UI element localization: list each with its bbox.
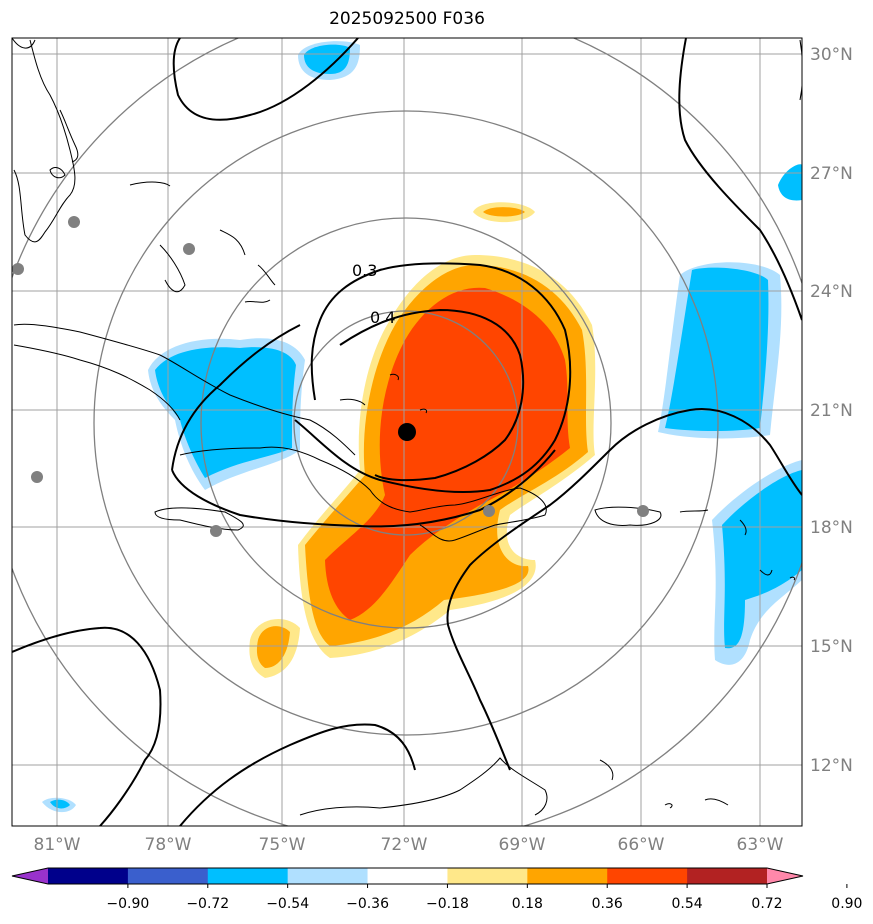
colorbar-extend-high — [767, 868, 803, 884]
latitude-labels: 30°N 27°N 24°N 21°N 18°N 15°N 12°N — [810, 45, 853, 776]
lat-label: 15°N — [810, 637, 853, 657]
lon-label: 75°W — [259, 835, 306, 855]
blue-field-north — [298, 41, 360, 80]
map-frame — [11, 37, 803, 827]
colorbar-tick-labels: −0.90 −0.72 −0.54 −0.36 −0.18 0.18 0.36 0.54 0.7… — [106, 884, 862, 912]
blue-field-southeast — [712, 460, 802, 665]
lon-label: 66°W — [618, 835, 665, 855]
colorbar-segment — [48, 868, 129, 884]
colorbar-extend-low — [12, 868, 48, 884]
lat-label: 27°N — [810, 164, 853, 184]
colorbar-tick-label: −0.36 — [346, 896, 389, 912]
lat-label: 21°N — [810, 401, 853, 421]
colorbar — [11, 867, 804, 885]
colorbar-tick-label: −0.18 — [426, 896, 469, 912]
colorbar-tick-label: 0.36 — [592, 896, 623, 912]
lon-label: 78°W — [145, 835, 192, 855]
lat-label: 24°N — [810, 282, 853, 302]
warm-field-small — [249, 618, 300, 678]
lon-label: 69°W — [499, 835, 546, 855]
colorbar-tick-label: 0.90 — [831, 896, 862, 912]
blue-field-east — [658, 262, 782, 439]
colorbar-tick-label: 0.54 — [672, 896, 703, 912]
lat-label: 18°N — [810, 518, 853, 538]
blue-field-cuba-region — [148, 338, 305, 490]
colorbar-segment — [367, 868, 448, 884]
map-title: 2025092500 F036 — [329, 9, 485, 29]
lat-label: 30°N — [810, 45, 853, 65]
lon-label: 63°W — [737, 835, 784, 855]
colorbar-segment — [447, 868, 528, 884]
colorbar-segment — [287, 868, 369, 884]
colorbar-segment — [527, 868, 608, 884]
graticule — [12, 38, 802, 826]
colorbar-outline — [11, 867, 804, 885]
contour-lines — [12, 38, 802, 826]
contour-label-0-4: 0.4 — [370, 308, 395, 327]
coastlines — [12, 38, 802, 816]
colorbar-segment — [207, 868, 289, 884]
station-dots — [12, 216, 649, 537]
lon-label: 81°W — [34, 835, 81, 855]
lon-label: 72°W — [381, 835, 428, 855]
contour-label-0-3: 0.3 — [352, 261, 377, 280]
colorbar-segment — [127, 868, 209, 884]
colorbar-tick-label: −0.72 — [186, 896, 229, 912]
lat-label: 12°N — [810, 756, 853, 776]
colorbar-segment — [607, 868, 688, 884]
storm-center-marker — [398, 423, 416, 441]
colorbar-tick-label: 0.72 — [751, 896, 782, 912]
colorbar-segment — [687, 868, 768, 884]
colorbar-tick-label: 0.18 — [512, 896, 543, 912]
colorbar-tick-label: −0.90 — [106, 896, 149, 912]
longitude-labels: 81°W 78°W 75°W 72°W 69°W 66°W 63°W — [34, 835, 784, 855]
range-rings — [12, 38, 802, 826]
colorbar-tick-label: −0.54 — [266, 896, 309, 912]
